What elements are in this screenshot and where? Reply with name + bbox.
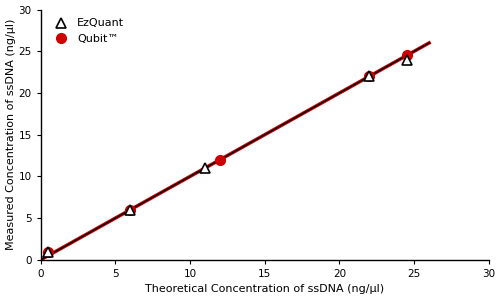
X-axis label: Theoretical Concentration of ssDNA (ng/µl): Theoretical Concentration of ssDNA (ng/µ… bbox=[145, 284, 384, 294]
Legend: EzQuant, Qubit™: EzQuant, Qubit™ bbox=[46, 15, 128, 47]
Y-axis label: Measured Concentration of ssDNA (ng/µl): Measured Concentration of ssDNA (ng/µl) bbox=[6, 19, 16, 250]
